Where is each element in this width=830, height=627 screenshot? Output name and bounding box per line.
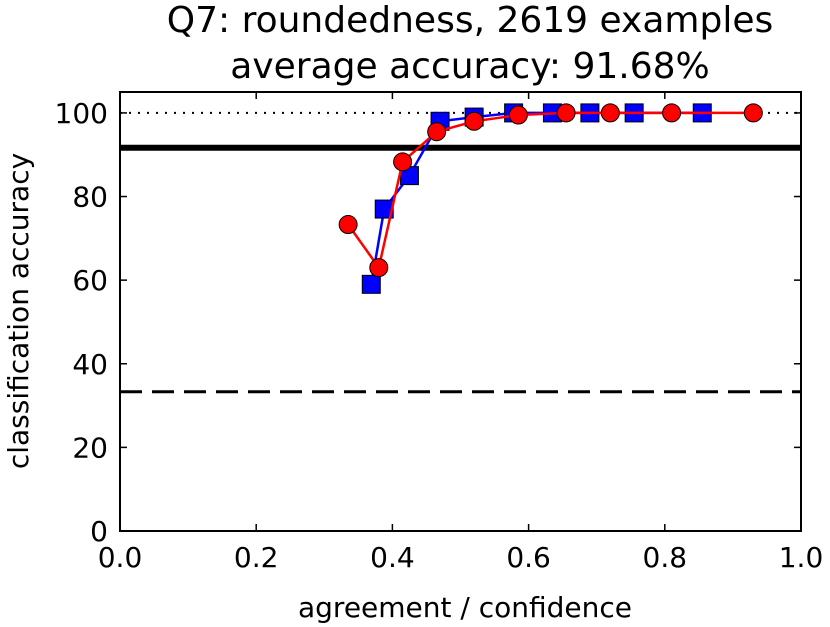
- x-tick-label: 0.4: [370, 541, 415, 574]
- data-point-confidence: [743, 103, 763, 123]
- x-tick-label: 0.2: [234, 541, 279, 574]
- series-line-confidence: [347, 111, 754, 271]
- y-tick-label: 100: [55, 97, 108, 130]
- data-point-confidence: [662, 103, 682, 123]
- y-tick-label: 40: [72, 348, 108, 381]
- data-point-confidence: [600, 103, 620, 123]
- y-axis-label: classification accuracy: [2, 153, 35, 469]
- reference-lines: [120, 111, 801, 394]
- data-point-confidence: [338, 215, 358, 235]
- chart-subtitle: average accuracy: 91.68%: [230, 46, 709, 87]
- y-tick-label: 60: [72, 264, 108, 297]
- series-line-agreement: [370, 111, 703, 285]
- data-point-confidence: [427, 122, 447, 142]
- axis-ticks: 0.0 0.2 0.4 0.6 0.8 1.0 0 20 40 60 80 100: [55, 92, 824, 574]
- x-tick-label: 0.0: [98, 541, 143, 574]
- data-series: [338, 103, 763, 294]
- data-point-confidence: [508, 105, 528, 125]
- x-axis-label: agreement / confidence: [298, 591, 632, 624]
- x-tick-label: 0.6: [506, 541, 551, 574]
- y-tick-label: 20: [72, 431, 108, 464]
- data-point-confidence: [464, 111, 484, 131]
- x-tick-label: 1.0: [779, 541, 824, 574]
- chart-title: Q7: roundedness, 2619 examples: [167, 0, 773, 41]
- x-tick-label: 0.8: [643, 541, 688, 574]
- data-point-confidence: [556, 103, 576, 123]
- data-point-confidence: [393, 152, 413, 172]
- plot-frame: [119, 91, 802, 532]
- y-tick-label: 0: [90, 515, 108, 548]
- y-tick-label: 80: [72, 181, 108, 214]
- data-point-agreement: [361, 274, 381, 294]
- data-point-confidence: [369, 258, 389, 278]
